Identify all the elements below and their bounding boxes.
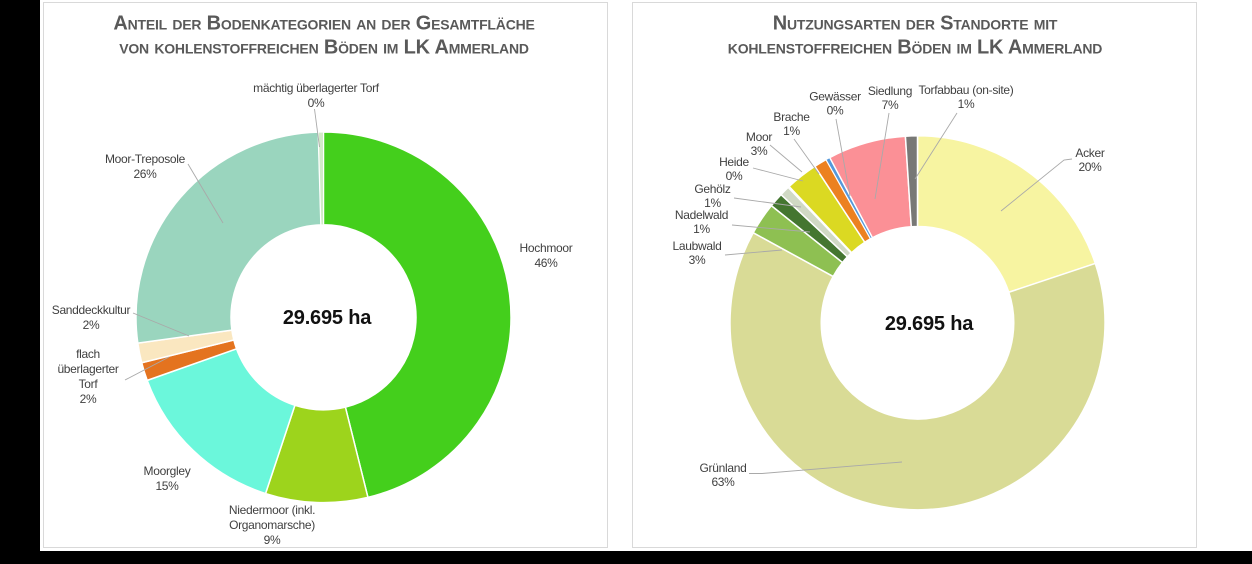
svg-text:1%: 1% — [958, 97, 975, 111]
svg-text:Nadelwald: Nadelwald — [675, 208, 728, 222]
svg-text:0%: 0% — [308, 96, 325, 110]
svg-text:2%: 2% — [83, 318, 100, 332]
svg-text:29.695 ha: 29.695 ha — [283, 307, 372, 329]
svg-text:Moor: Moor — [746, 130, 772, 144]
svg-text:Laubwald: Laubwald — [673, 239, 722, 253]
svg-text:1%: 1% — [783, 124, 800, 138]
svg-text:2%: 2% — [80, 392, 97, 406]
svg-text:überlagerter: überlagerter — [57, 362, 118, 376]
svg-text:flach: flach — [76, 347, 100, 361]
svg-text:Moor-Treposole: Moor-Treposole — [105, 152, 186, 166]
svg-text:0%: 0% — [726, 169, 743, 183]
svg-text:mächtig überlagerter Torf: mächtig überlagerter Torf — [253, 81, 380, 95]
svg-text:7%: 7% — [882, 98, 899, 112]
svg-text:1%: 1% — [704, 196, 721, 210]
svg-text:3%: 3% — [689, 253, 706, 267]
svg-text:63%: 63% — [711, 475, 735, 489]
svg-text:Anteil der Bodenkategorien an: Anteil der Bodenkategorien an der Gesamt… — [113, 13, 534, 35]
svg-text:Gewässer: Gewässer — [809, 90, 861, 104]
svg-text:1%: 1% — [693, 222, 710, 236]
svg-text:Niedermoor (inkl.: Niedermoor (inkl. — [229, 503, 315, 517]
svg-text:von kohlenstoffreichen Böden i: von kohlenstoffreichen Böden im LK Ammer… — [119, 37, 529, 59]
svg-text:Moorgley: Moorgley — [144, 464, 191, 478]
svg-text:Sanddeckkultur: Sanddeckkultur — [52, 303, 131, 317]
svg-text:Grünland: Grünland — [700, 461, 747, 475]
svg-text:15%: 15% — [155, 479, 179, 493]
svg-text:Organomarsche): Organomarsche) — [229, 518, 315, 532]
svg-text:Gehölz: Gehölz — [694, 182, 731, 196]
svg-text:29.695 ha: 29.695 ha — [885, 313, 974, 335]
svg-text:Torfabbau (on-site): Torfabbau (on-site) — [918, 83, 1013, 97]
svg-text:Brache: Brache — [773, 110, 810, 124]
svg-text:0%: 0% — [827, 104, 844, 118]
svg-text:kohlenstoffreichen Böden im LK: kohlenstoffreichen Böden im LK Ammerland — [728, 37, 1103, 59]
svg-text:20%: 20% — [1078, 160, 1102, 174]
svg-text:Acker: Acker — [1075, 146, 1104, 160]
svg-text:3%: 3% — [751, 144, 768, 158]
svg-text:9%: 9% — [264, 533, 281, 547]
svg-text:46%: 46% — [534, 256, 558, 270]
svg-text:Heide: Heide — [719, 155, 749, 169]
svg-text:Hochmoor: Hochmoor — [520, 241, 573, 255]
svg-text:Siedlung: Siedlung — [868, 84, 912, 98]
svg-text:Torf: Torf — [79, 377, 99, 391]
svg-text:Nutzungsarten der Standorte mi: Nutzungsarten der Standorte mit — [773, 13, 1058, 35]
svg-text:26%: 26% — [133, 167, 157, 181]
